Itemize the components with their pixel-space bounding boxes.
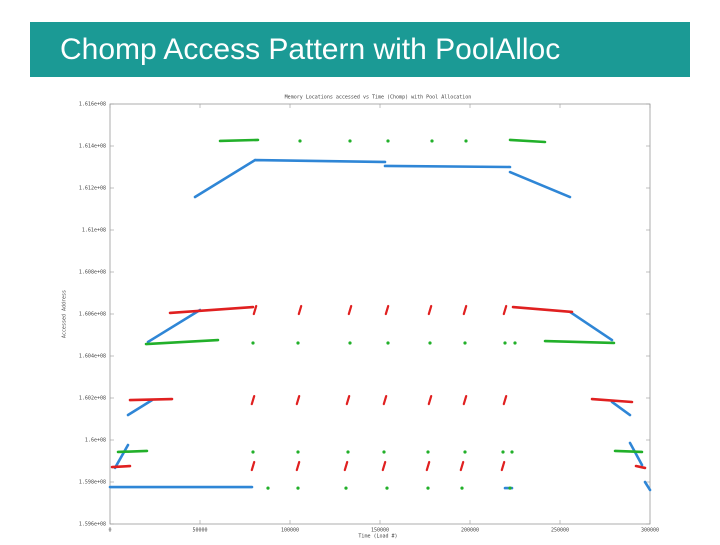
data-dash: [252, 304, 258, 316]
x-tick-label: 50000: [192, 528, 207, 534]
data-dot: [513, 341, 517, 345]
data-dot: [251, 341, 255, 345]
data-dot: [296, 450, 300, 454]
y-tick-label: 1.61e+08: [82, 228, 106, 234]
data-line: [116, 138, 644, 454]
data-dot: [346, 450, 350, 454]
data-dot: [296, 486, 300, 490]
data-dash: [462, 395, 468, 406]
data-dot: [344, 486, 348, 490]
x-tick-label: 200000: [461, 528, 479, 534]
data-dot: [266, 486, 270, 490]
data-dot: [382, 450, 386, 454]
data-dash: [250, 395, 256, 406]
data-dot: [386, 341, 390, 345]
y-tick-label: 1.606e+08: [79, 312, 106, 318]
data-dot: [464, 139, 468, 143]
data-dot: [460, 486, 464, 490]
data-dot: [501, 450, 505, 454]
x-tick-label: 150000: [371, 528, 389, 534]
data-dash: [459, 460, 465, 472]
data-line: [108, 158, 652, 492]
data-dot: [348, 139, 352, 143]
data-dot: [463, 450, 467, 454]
data-dot: [503, 341, 507, 345]
y-tick-label: 1.602e+08: [79, 396, 106, 402]
chart-title: Memory Locations accessed vs Time (Chomp…: [285, 95, 472, 101]
data-dash: [295, 460, 301, 472]
plot-frame: [109, 103, 651, 525]
x-tick-label: 100000: [281, 528, 299, 534]
data-dash: [425, 460, 431, 472]
x-tick-label: 0: [108, 528, 111, 534]
data-dot: [463, 341, 467, 345]
data-dash: [427, 304, 433, 316]
x-tick-label: 300000: [641, 528, 659, 534]
x-tick-label: 250000: [551, 528, 569, 534]
data-dash: [384, 304, 390, 316]
y-tick-label: 1.6e+08: [85, 438, 106, 444]
data-dash: [382, 395, 388, 406]
data-dash: [297, 304, 303, 316]
data-dot: [508, 486, 512, 490]
data-dot: [348, 341, 352, 345]
y-tick-label: 1.614e+08: [79, 144, 106, 150]
data-dot: [386, 139, 390, 143]
data-dash: [462, 304, 468, 316]
data-dot: [426, 450, 430, 454]
data-dash: [427, 395, 433, 406]
data-dash: [345, 395, 351, 406]
y-tick-label: 1.616e+08: [79, 102, 106, 108]
data-dash: [295, 395, 301, 406]
data-dot: [298, 139, 302, 143]
x-axis-label: Time (Load #): [358, 534, 397, 540]
y-tick-label: 1.608e+08: [79, 270, 106, 276]
data-dot: [510, 450, 514, 454]
y-tick-label: 1.604e+08: [79, 354, 106, 360]
slide-title: Chomp Access Pattern with PoolAlloc: [60, 33, 560, 66]
y-tick-label: 1.596e+08: [79, 522, 106, 528]
data-dot: [251, 450, 255, 454]
data-dot: [428, 341, 432, 345]
data-dash: [381, 460, 387, 472]
data-dash: [250, 460, 256, 472]
data-line: [110, 305, 647, 470]
data-dash: [502, 395, 508, 406]
data-dash: [500, 460, 506, 472]
title-band: [30, 22, 690, 77]
data-dash: [343, 460, 349, 472]
data-dash: [502, 304, 508, 316]
y-tick-label: 1.612e+08: [79, 186, 106, 192]
data-dot: [385, 486, 389, 490]
y-axis-label: Accessed Address: [62, 290, 68, 338]
data-dot: [296, 341, 300, 345]
y-tick-label: 1.598e+08: [79, 480, 106, 486]
data-dot: [430, 139, 434, 143]
data-dot: [426, 486, 430, 490]
data-dash: [347, 304, 353, 316]
